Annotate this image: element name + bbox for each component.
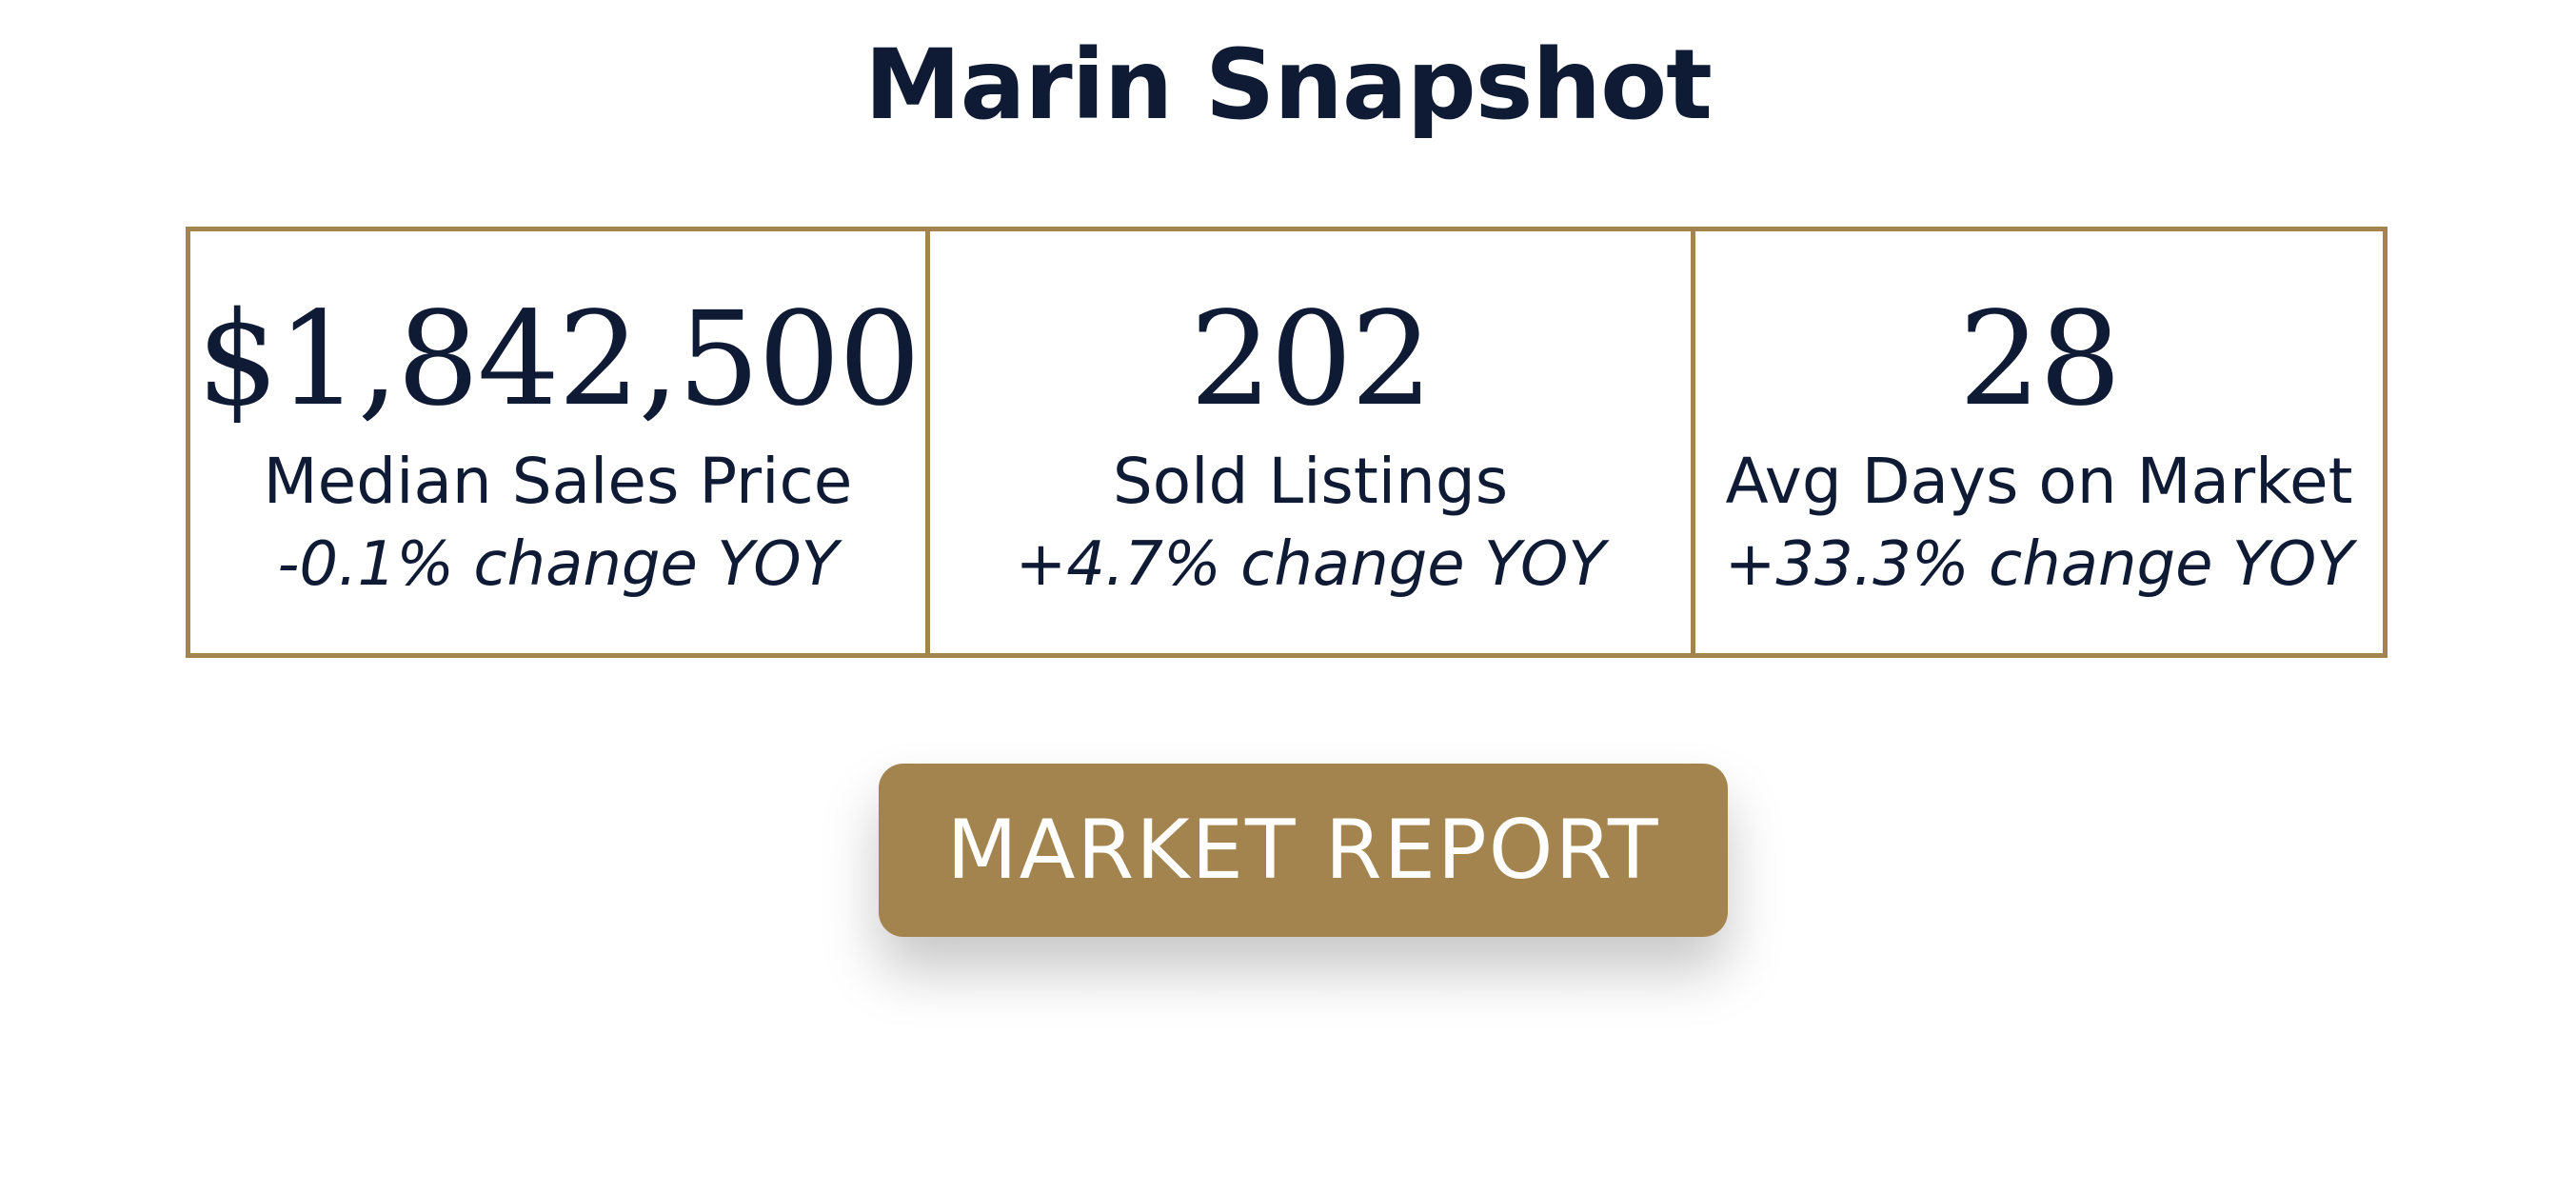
stat-change: +33.3% change YOY (1724, 529, 2354, 600)
stat-sold-listings: 202 Sold Listings +4.7% change YOY (930, 231, 1695, 653)
stat-label: Median Sales Price (263, 445, 853, 518)
stats-panel: $1,842,500 Median Sales Price -0.1% chan… (186, 227, 2388, 658)
stat-change: +4.7% change YOY (1015, 529, 1606, 600)
page-title: Marin Snapshot (864, 29, 1713, 142)
stat-label: Avg Days on Market (1725, 445, 2353, 518)
stat-label: Sold Listings (1112, 445, 1509, 518)
stat-median-sales-price: $1,842,500 Median Sales Price -0.1% chan… (190, 231, 930, 653)
stat-change: -0.1% change YOY (277, 529, 839, 600)
stat-value: 202 (1189, 285, 1434, 435)
stat-value: 28 (1958, 285, 2121, 435)
stat-value: $1,842,500 (196, 285, 921, 435)
market-report-button[interactable]: MARKET REPORT (879, 764, 1728, 937)
stat-avg-days-on-market: 28 Avg Days on Market +33.3% change YOY (1695, 231, 2383, 653)
market-report-button-label: MARKET REPORT (946, 803, 1660, 898)
